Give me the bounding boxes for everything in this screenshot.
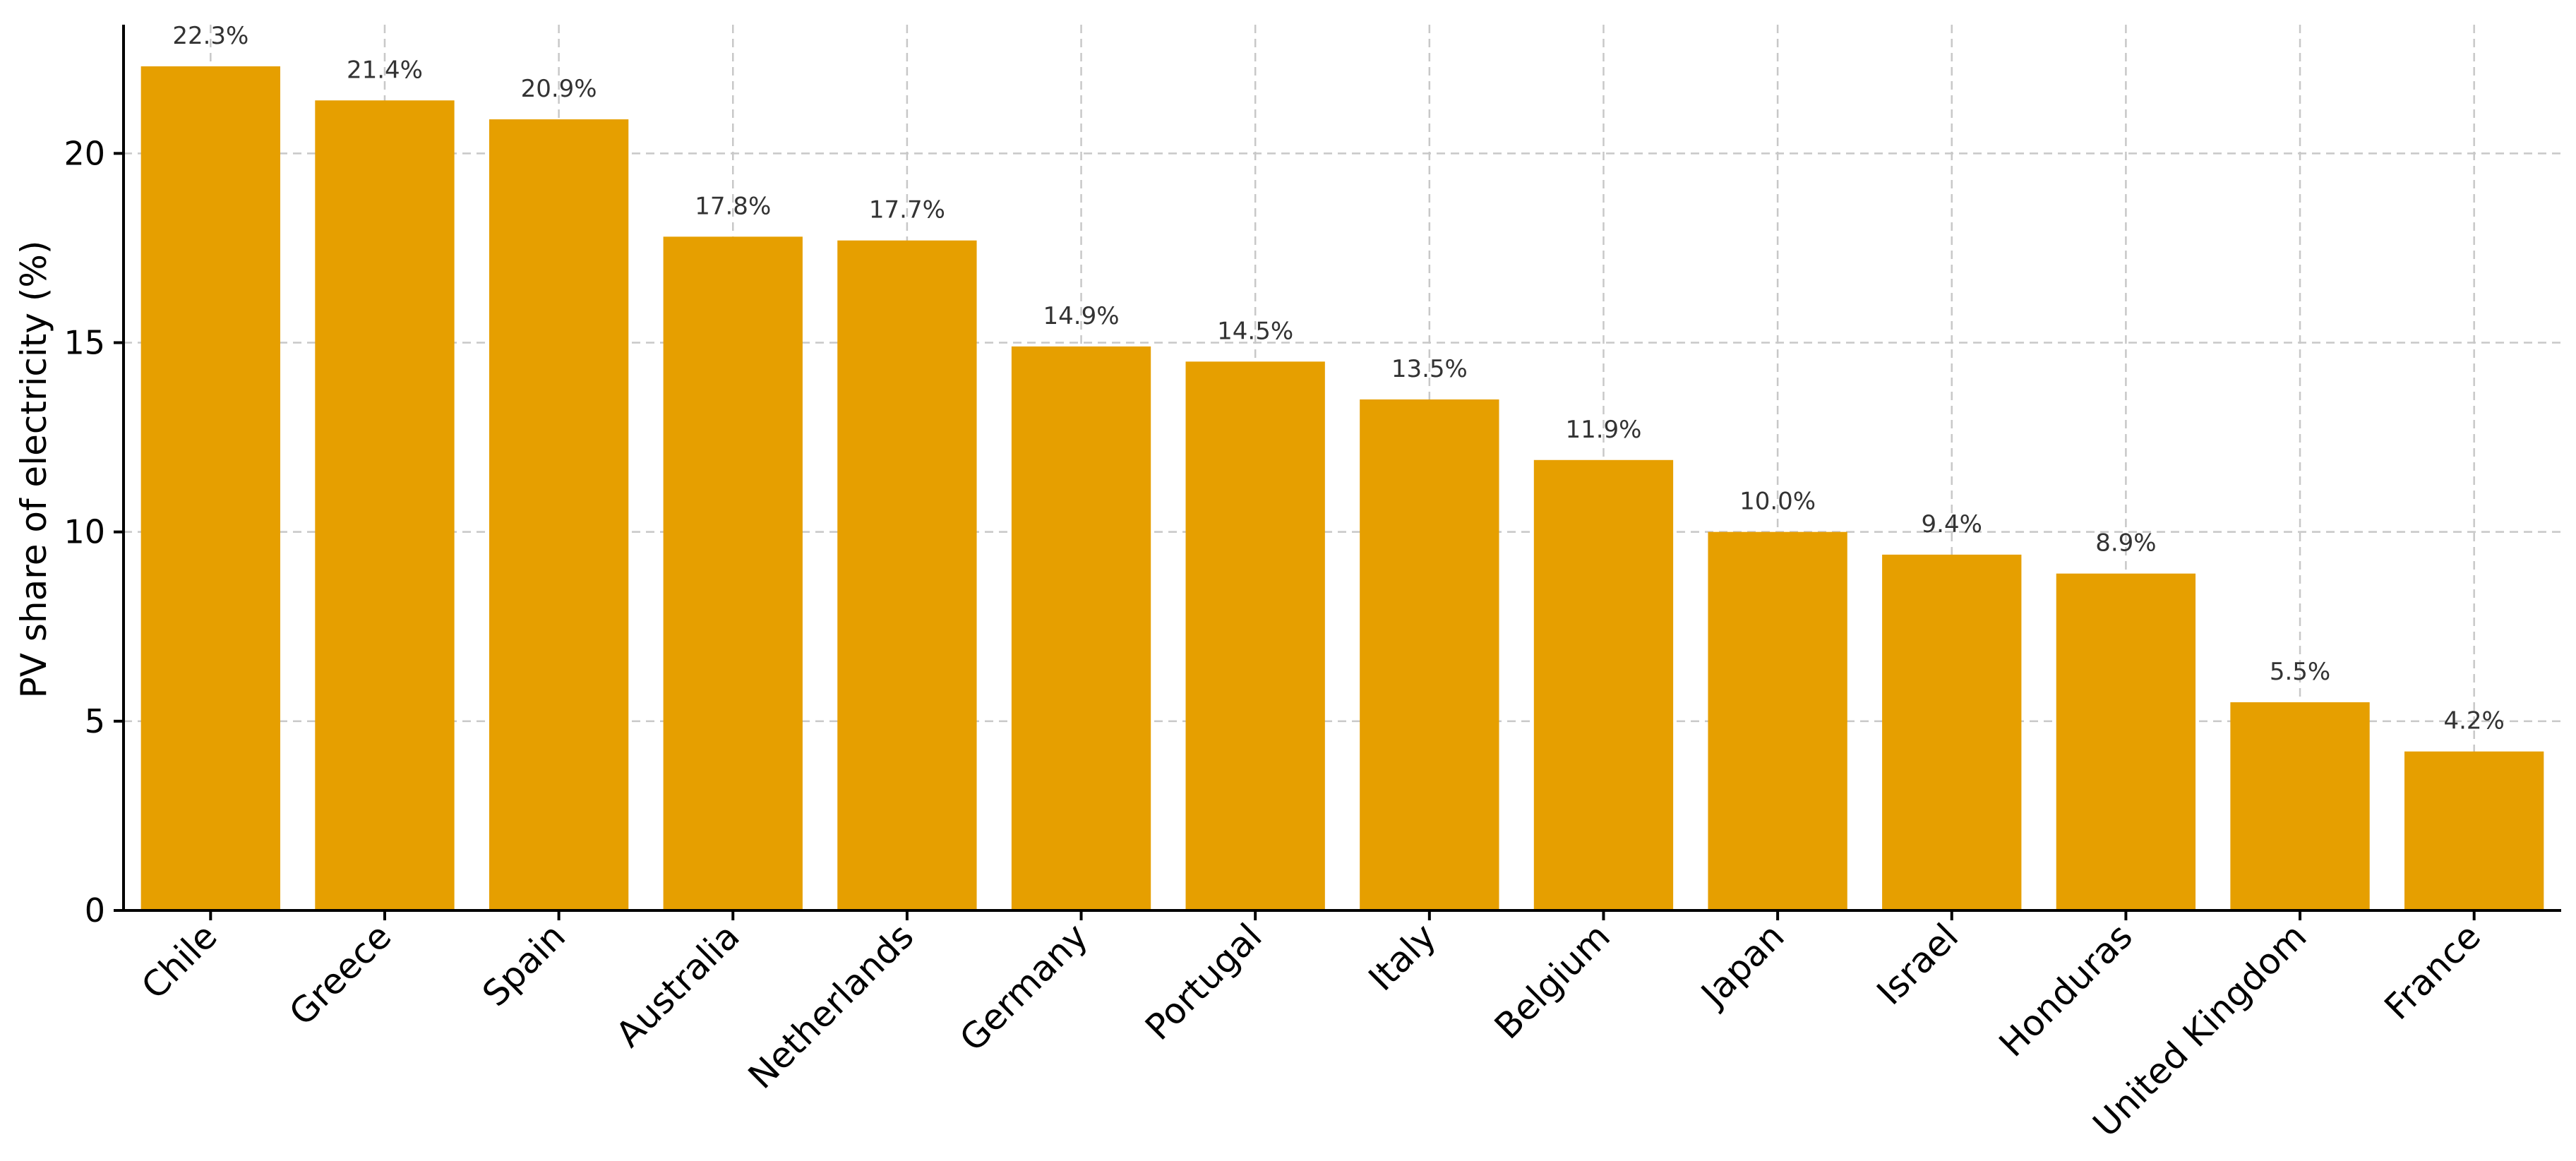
data-label: 10.0% bbox=[1739, 488, 1816, 516]
bar bbox=[140, 66, 280, 910]
x-tick-label: Chile bbox=[133, 915, 225, 1007]
y-tick-label: 10 bbox=[64, 513, 105, 551]
data-label: 17.8% bbox=[695, 192, 771, 220]
x-tick-label: Japan bbox=[1692, 915, 1792, 1016]
x-tick-label: Belgium bbox=[1487, 915, 1618, 1047]
x-tick-label: Australia bbox=[608, 915, 747, 1054]
bar bbox=[315, 100, 455, 911]
bar bbox=[663, 236, 803, 910]
data-label: 8.9% bbox=[2095, 529, 2156, 558]
bar bbox=[2230, 702, 2370, 910]
x-tick-label: Spain bbox=[474, 915, 573, 1014]
bar bbox=[1360, 399, 1499, 910]
y-tick-labels: 0 5 10 15 20 bbox=[64, 134, 105, 930]
bar bbox=[2056, 573, 2196, 910]
y-tick-label: 15 bbox=[64, 324, 105, 362]
data-label: 22.3% bbox=[172, 22, 248, 50]
x-tick-label: Italy bbox=[1361, 915, 1444, 999]
data-label: 17.7% bbox=[869, 196, 945, 224]
x-tick-label: Portugal bbox=[1137, 915, 1269, 1047]
x-tick-label: Greece bbox=[282, 915, 400, 1033]
x-tick-label: Germany bbox=[952, 915, 1096, 1059]
x-tick-label: Honduras bbox=[1991, 915, 2140, 1064]
data-label: 4.2% bbox=[2443, 707, 2504, 735]
x-tick-label: Israel bbox=[1869, 915, 1967, 1013]
bar bbox=[1708, 531, 1847, 910]
data-label: 20.9% bbox=[521, 75, 597, 103]
bar bbox=[1185, 361, 1325, 910]
data-label: 13.5% bbox=[1391, 355, 1468, 383]
x-tick-label: France bbox=[2377, 915, 2489, 1028]
y-tick-label: 20 bbox=[64, 134, 105, 172]
bar bbox=[1882, 554, 2022, 910]
bar bbox=[2404, 751, 2544, 910]
bar bbox=[837, 240, 977, 910]
bar bbox=[1533, 459, 1674, 910]
data-label: 11.9% bbox=[1565, 416, 1641, 444]
data-labels: 22.3% 21.4% 20.9% 17.8% 17.7% 14.9% 14.5% 13.5%… bbox=[172, 22, 2505, 735]
bar bbox=[1011, 346, 1151, 910]
y-tick-label: 0 bbox=[85, 891, 105, 930]
y-tick-label: 5 bbox=[85, 702, 105, 740]
axes bbox=[114, 25, 2561, 920]
y-axis-title: PV share of electricity (%) bbox=[13, 241, 54, 699]
data-label: 21.4% bbox=[347, 56, 423, 84]
data-label: 5.5% bbox=[2270, 658, 2330, 686]
x-tick-label: Netherlands bbox=[741, 915, 922, 1097]
data-label: 14.5% bbox=[1217, 317, 1293, 345]
bars bbox=[140, 66, 2544, 911]
bar bbox=[489, 119, 629, 911]
data-label: 14.9% bbox=[1043, 302, 1120, 330]
data-label: 9.4% bbox=[1922, 510, 1982, 539]
